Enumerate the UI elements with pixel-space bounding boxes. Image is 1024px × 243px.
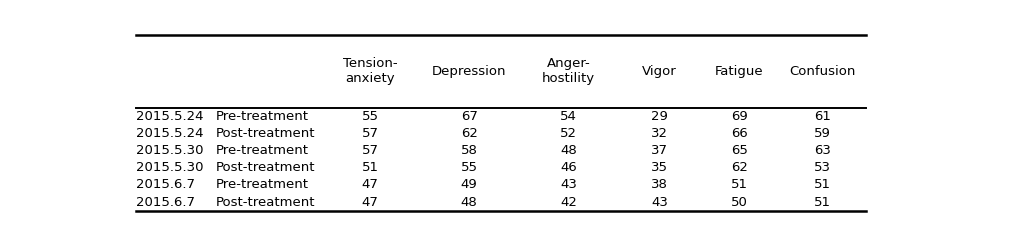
Text: 62: 62 (731, 161, 748, 174)
Text: 61: 61 (814, 110, 830, 123)
Text: Pre-treatment: Pre-treatment (215, 110, 308, 123)
Text: 2015.5.30: 2015.5.30 (136, 161, 204, 174)
Text: 35: 35 (651, 161, 669, 174)
Text: 69: 69 (731, 110, 748, 123)
Text: 38: 38 (651, 178, 668, 191)
Text: 47: 47 (361, 196, 379, 208)
Text: 2015.5.30: 2015.5.30 (136, 144, 204, 157)
Text: 51: 51 (361, 161, 379, 174)
Text: Vigor: Vigor (642, 65, 677, 78)
Text: 2015.5.24: 2015.5.24 (136, 127, 204, 140)
Text: Pre-treatment: Pre-treatment (215, 178, 308, 191)
Text: Post-treatment: Post-treatment (215, 161, 314, 174)
Text: 62: 62 (461, 127, 477, 140)
Text: 49: 49 (461, 178, 477, 191)
Text: Post-treatment: Post-treatment (215, 196, 314, 208)
Text: 51: 51 (814, 178, 830, 191)
Text: Depression: Depression (432, 65, 507, 78)
Text: 43: 43 (651, 196, 668, 208)
Text: 37: 37 (651, 144, 669, 157)
Text: Fatigue: Fatigue (715, 65, 763, 78)
Text: 32: 32 (651, 127, 669, 140)
Text: 51: 51 (730, 178, 748, 191)
Text: 50: 50 (731, 196, 748, 208)
Text: 53: 53 (814, 161, 830, 174)
Text: 43: 43 (560, 178, 577, 191)
Text: 66: 66 (731, 127, 748, 140)
Text: 67: 67 (461, 110, 477, 123)
Text: 2015.5.24: 2015.5.24 (136, 110, 204, 123)
Text: 47: 47 (361, 178, 379, 191)
Text: 65: 65 (731, 144, 748, 157)
Text: 51: 51 (814, 196, 830, 208)
Text: 29: 29 (651, 110, 668, 123)
Text: 52: 52 (560, 127, 577, 140)
Text: 2015.6.7: 2015.6.7 (136, 196, 195, 208)
Text: 42: 42 (560, 196, 577, 208)
Text: 48: 48 (461, 196, 477, 208)
Text: Confusion: Confusion (790, 65, 856, 78)
Text: 55: 55 (461, 161, 478, 174)
Text: 55: 55 (361, 110, 379, 123)
Text: Pre-treatment: Pre-treatment (215, 144, 308, 157)
Text: Post-treatment: Post-treatment (215, 127, 314, 140)
Text: 54: 54 (560, 110, 577, 123)
Text: 58: 58 (461, 144, 477, 157)
Text: 63: 63 (814, 144, 830, 157)
Text: 46: 46 (560, 161, 577, 174)
Text: 57: 57 (361, 127, 379, 140)
Text: 57: 57 (361, 144, 379, 157)
Text: 48: 48 (560, 144, 577, 157)
Text: 59: 59 (814, 127, 830, 140)
Text: Tension-
anxiety: Tension- anxiety (343, 57, 397, 85)
Text: 2015.6.7: 2015.6.7 (136, 178, 195, 191)
Text: Anger-
hostility: Anger- hostility (542, 57, 595, 85)
